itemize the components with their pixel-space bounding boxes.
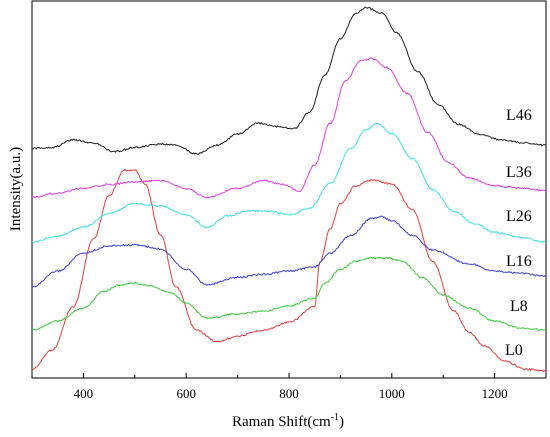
x-axis-title-main: Raman Shift(cm	[232, 414, 331, 430]
series-label-l0: L0	[505, 342, 523, 359]
x-axis-title-close: )	[339, 414, 344, 430]
series-lines	[31, 6, 547, 372]
series-label-l8: L8	[510, 298, 528, 315]
x-axis-title-sup: -1	[331, 412, 339, 423]
series-labels: L0 L8 L16 L26 L36 L46	[505, 107, 532, 359]
series-label-l46: L46	[506, 107, 532, 124]
x-axis-title: Raman Shift(cm-1)	[232, 412, 344, 430]
series-line-l8	[31, 256, 547, 331]
x-tick-label: 1200	[482, 386, 508, 401]
series-line-l0	[31, 169, 547, 372]
series-line-l46	[31, 6, 546, 155]
series-label-l16: L16	[506, 253, 532, 270]
x-axis-ticks: 400 600 800 1000 1200	[31, 373, 547, 401]
x-tick-label: 400	[74, 386, 94, 401]
y-axis-title: Intensity(a.u.)	[8, 147, 24, 231]
x-tick-label: 800	[279, 386, 299, 401]
x-tick-label: 1000	[379, 386, 405, 401]
plot-area-frame	[31, 0, 547, 379]
series-label-l26: L26	[506, 208, 532, 225]
x-tick-label: 600	[176, 386, 196, 401]
series-line-l36	[31, 57, 547, 199]
series-label-l36: L36	[506, 164, 532, 181]
series-line-l26	[31, 122, 547, 244]
series-line-l16	[31, 215, 547, 288]
